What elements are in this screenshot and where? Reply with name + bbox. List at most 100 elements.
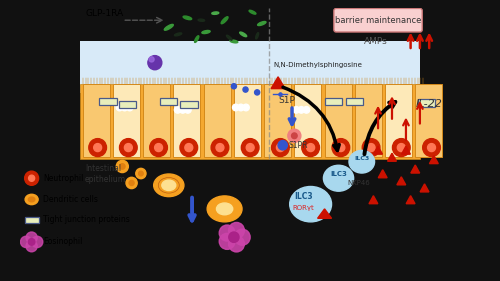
Circle shape bbox=[116, 160, 128, 173]
Circle shape bbox=[288, 129, 301, 142]
Circle shape bbox=[362, 139, 380, 157]
Text: S1PR: S1PR bbox=[289, 141, 308, 150]
Bar bbox=[294, 84, 322, 157]
Circle shape bbox=[306, 144, 314, 151]
Text: ILC3: ILC3 bbox=[330, 171, 347, 177]
Bar bbox=[80, 84, 420, 159]
Bar bbox=[385, 84, 412, 157]
Circle shape bbox=[184, 106, 191, 113]
Polygon shape bbox=[397, 177, 406, 185]
Text: ILC3: ILC3 bbox=[354, 156, 370, 161]
Circle shape bbox=[229, 232, 239, 243]
Bar bbox=[99, 98, 116, 105]
Polygon shape bbox=[430, 156, 438, 164]
Circle shape bbox=[120, 139, 137, 157]
Polygon shape bbox=[411, 165, 420, 173]
Text: barrier maintenance: barrier maintenance bbox=[335, 16, 421, 25]
Bar bbox=[416, 84, 442, 157]
Bar bbox=[83, 84, 110, 157]
Circle shape bbox=[149, 57, 154, 62]
Circle shape bbox=[422, 139, 440, 157]
Ellipse shape bbox=[349, 150, 374, 173]
Circle shape bbox=[246, 144, 254, 151]
Circle shape bbox=[228, 236, 244, 252]
Circle shape bbox=[367, 144, 375, 151]
Polygon shape bbox=[420, 184, 429, 192]
Circle shape bbox=[174, 106, 181, 113]
Bar bbox=[118, 101, 136, 108]
Bar bbox=[174, 84, 201, 157]
Circle shape bbox=[298, 106, 304, 113]
Circle shape bbox=[129, 180, 134, 185]
Ellipse shape bbox=[249, 10, 256, 14]
Text: Neutrophil: Neutrophil bbox=[44, 174, 84, 183]
Polygon shape bbox=[388, 153, 396, 161]
Circle shape bbox=[32, 236, 43, 248]
Circle shape bbox=[278, 140, 287, 150]
Circle shape bbox=[332, 139, 349, 157]
Bar bbox=[264, 84, 291, 157]
Ellipse shape bbox=[25, 194, 38, 205]
Ellipse shape bbox=[198, 19, 204, 21]
Ellipse shape bbox=[207, 196, 242, 222]
Ellipse shape bbox=[230, 40, 238, 43]
Ellipse shape bbox=[174, 33, 182, 36]
Ellipse shape bbox=[240, 32, 246, 37]
Circle shape bbox=[232, 84, 236, 89]
Text: S1P: S1P bbox=[278, 96, 295, 105]
FancyBboxPatch shape bbox=[334, 8, 422, 32]
Circle shape bbox=[293, 106, 300, 113]
Ellipse shape bbox=[154, 174, 184, 197]
Ellipse shape bbox=[216, 203, 232, 215]
Circle shape bbox=[232, 104, 239, 111]
Text: Dendritic cells: Dendritic cells bbox=[44, 195, 98, 204]
Ellipse shape bbox=[258, 21, 266, 26]
Text: GLP-1RA: GLP-1RA bbox=[85, 8, 123, 17]
Bar bbox=[80, 41, 420, 93]
Polygon shape bbox=[402, 146, 410, 154]
Circle shape bbox=[126, 104, 133, 111]
Circle shape bbox=[26, 232, 37, 243]
Bar bbox=[324, 84, 351, 157]
Circle shape bbox=[398, 144, 406, 151]
Ellipse shape bbox=[162, 180, 176, 191]
Circle shape bbox=[148, 56, 162, 70]
Circle shape bbox=[136, 168, 146, 179]
Polygon shape bbox=[374, 146, 382, 154]
Circle shape bbox=[219, 233, 235, 249]
Circle shape bbox=[254, 90, 260, 95]
Text: NKP46: NKP46 bbox=[348, 180, 370, 186]
Circle shape bbox=[428, 144, 436, 151]
Circle shape bbox=[303, 106, 310, 113]
Text: ILC3: ILC3 bbox=[294, 192, 313, 201]
Ellipse shape bbox=[226, 35, 232, 40]
Circle shape bbox=[89, 139, 106, 157]
Circle shape bbox=[216, 144, 224, 151]
Circle shape bbox=[392, 139, 410, 157]
Circle shape bbox=[150, 139, 168, 157]
Circle shape bbox=[120, 164, 125, 169]
Circle shape bbox=[219, 225, 235, 241]
Circle shape bbox=[242, 139, 259, 157]
Circle shape bbox=[94, 144, 102, 151]
Circle shape bbox=[180, 106, 186, 113]
Ellipse shape bbox=[194, 36, 199, 42]
Bar bbox=[204, 84, 231, 157]
Bar bbox=[113, 84, 140, 157]
Circle shape bbox=[272, 139, 289, 157]
Bar bbox=[24, 217, 38, 223]
Ellipse shape bbox=[183, 16, 192, 20]
Circle shape bbox=[228, 223, 244, 239]
Bar bbox=[346, 98, 363, 105]
Circle shape bbox=[234, 229, 250, 245]
Text: Eosinophil: Eosinophil bbox=[44, 237, 82, 246]
Bar bbox=[160, 98, 177, 105]
Polygon shape bbox=[271, 77, 285, 89]
Bar bbox=[143, 84, 170, 157]
Polygon shape bbox=[369, 196, 378, 204]
Circle shape bbox=[24, 171, 38, 185]
Circle shape bbox=[20, 236, 32, 248]
Ellipse shape bbox=[212, 12, 219, 14]
Circle shape bbox=[28, 175, 34, 181]
Text: Intestinal
epithelium: Intestinal epithelium bbox=[85, 164, 126, 184]
